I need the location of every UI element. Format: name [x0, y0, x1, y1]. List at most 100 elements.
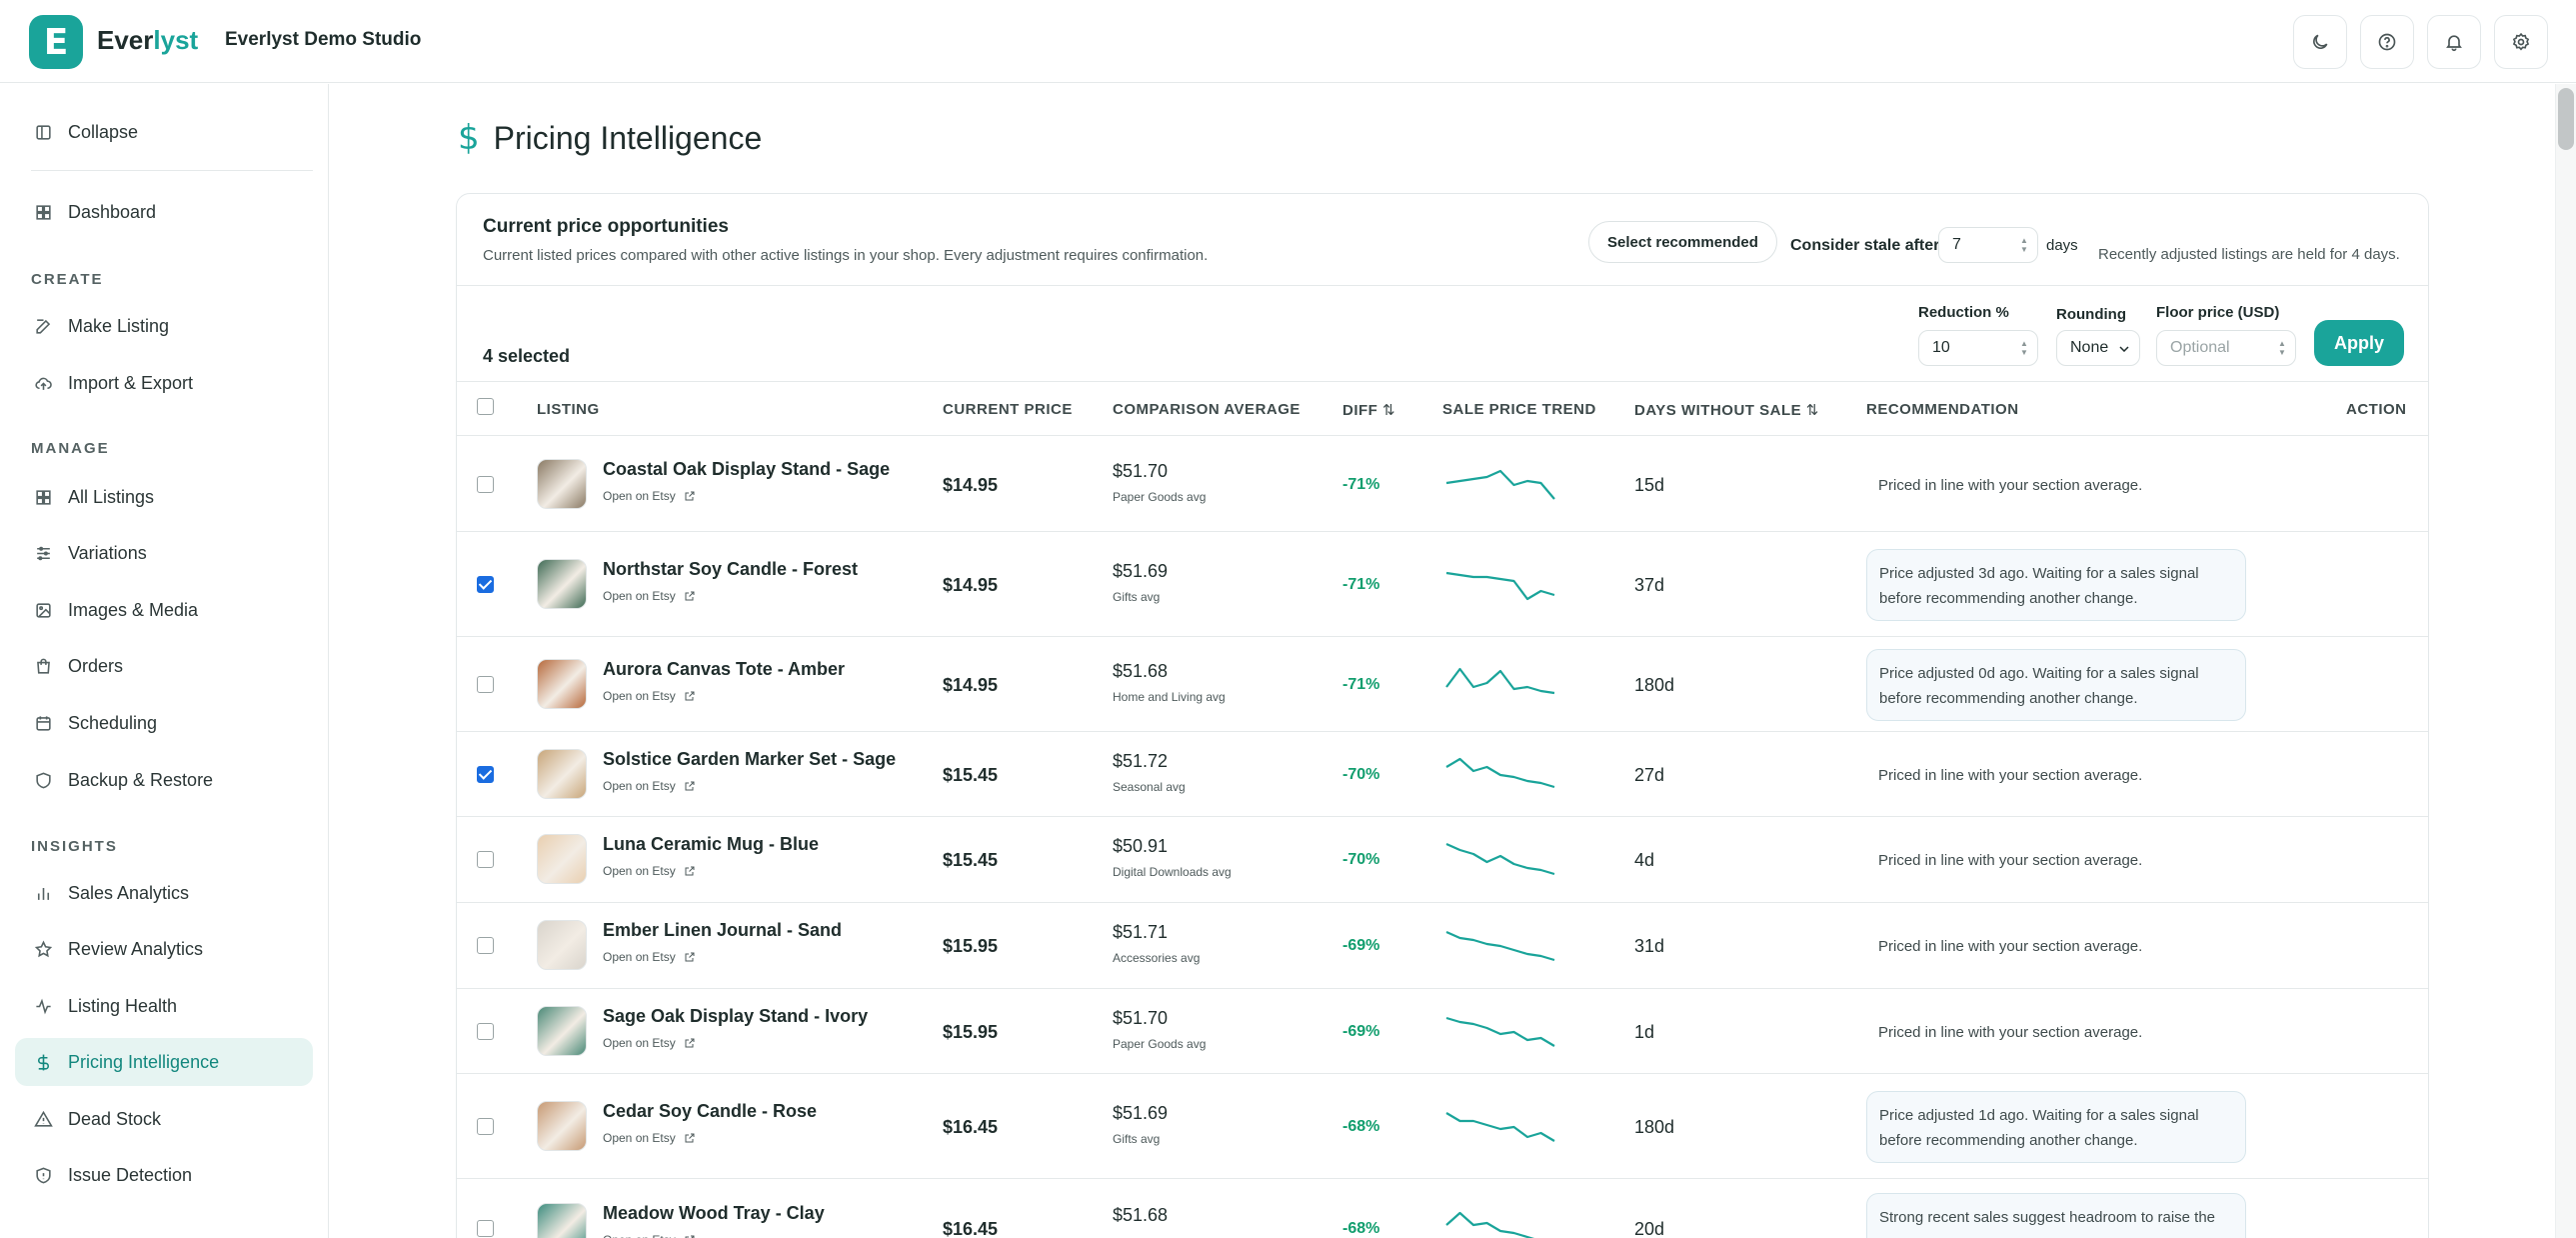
bar-chart-icon [37, 887, 50, 900]
listing-thumbnail[interactable] [537, 748, 587, 799]
sidebar-item-listing-health[interactable]: Listing Health [15, 982, 313, 1030]
open-on-etsy-link[interactable]: Open on Etsy [603, 689, 696, 703]
open-on-etsy-link[interactable]: Open on Etsy [603, 589, 696, 603]
current-price: $15.45 [943, 850, 999, 870]
sidebar-item-make-listing[interactable]: Make Listing [15, 302, 313, 350]
listing-thumbnail[interactable] [537, 1100, 587, 1151]
listing-thumbnail[interactable] [537, 834, 587, 884]
listing-thumbnail[interactable] [537, 458, 587, 509]
listing-name[interactable]: Ember Linen Journal - Sand [603, 920, 843, 940]
sidebar-item-import-export[interactable]: Import & Export [15, 359, 313, 407]
open-on-etsy-link[interactable]: Open on Etsy [603, 950, 696, 964]
page-title: $ Pricing Intelligence [458, 118, 762, 158]
table-row[interactable]: Meadow Wood Tray - Clay Open on Etsy $16.4… [457, 1179, 2428, 1238]
sparkline-path [1445, 842, 1555, 876]
listing-name[interactable]: Sage Oak Display Stand - Ivory [603, 1005, 869, 1026]
column-comparison-average[interactable]: COMPARISON AVERAGE [1113, 401, 1300, 418]
open-on-etsy-link[interactable]: Open on Etsy [603, 1131, 696, 1145]
edit-icon [36, 318, 51, 334]
stepper-icon[interactable]: ▲ ▼ [2020, 339, 2028, 357]
table-row[interactable]: Ember Linen Journal - Sand Open on Etsy $1… [457, 903, 2428, 989]
scrollbar-thumb[interactable] [2558, 88, 2574, 150]
listing-name[interactable]: Meadow Wood Tray - Clay [603, 1203, 825, 1223]
price-diff: -71% [1342, 675, 1380, 693]
sort-icon[interactable]: ⇅ [1805, 402, 1819, 419]
notifications-button[interactable] [2427, 15, 2481, 69]
listing-name[interactable]: Northstar Soy Candle - Forest [603, 558, 859, 579]
listing-thumbnail[interactable] [537, 920, 587, 970]
sidebar-item-dashboard[interactable]: Dashboard [15, 188, 313, 236]
sidebar-item-all-listings[interactable]: All Listings [15, 473, 313, 521]
listing-thumbnail[interactable] [537, 1203, 587, 1238]
row-checkbox[interactable] [477, 851, 494, 868]
sidebar-item-sales-analytics[interactable]: Sales Analytics [15, 869, 313, 917]
column-days-without-sale[interactable]: DAYS WITHOUT SALE ⇅ [1634, 401, 1819, 419]
reduction-input[interactable]: 10 ▲ ▼ [1918, 330, 2038, 366]
open-on-etsy-label: Open on Etsy [603, 488, 676, 503]
sparkline-path [1445, 1111, 1555, 1142]
sale-price-sparkline [1445, 571, 1555, 600]
table-row[interactable]: Cedar Soy Candle - Rose Open on Etsy $16.4… [457, 1074, 2428, 1179]
select-all-checkbox[interactable] [477, 398, 494, 415]
table-row[interactable]: Solstice Garden Marker Set - Sage Open on… [457, 732, 2428, 817]
row-checkbox[interactable] [477, 1117, 494, 1135]
listing-thumbnail[interactable] [537, 1005, 587, 1056]
row-checkbox[interactable] [477, 575, 494, 593]
stepper-icon[interactable]: ▲ ▼ [2278, 339, 2286, 357]
sidebar-item-review-analytics[interactable]: Review Analytics [15, 925, 313, 973]
sidebar-item-images-media[interactable]: Images & Media [15, 586, 313, 634]
row-checkbox[interactable] [477, 1022, 494, 1040]
open-on-etsy-link[interactable]: Open on Etsy [603, 1036, 696, 1050]
open-on-etsy-link[interactable]: Open on Etsy [603, 489, 696, 503]
stale-days-input[interactable]: 7 ▲ ▼ [1938, 227, 2038, 263]
column-listing[interactable]: LISTING [537, 401, 600, 418]
floor-price-input[interactable]: Optional ▲ ▼ [2156, 330, 2296, 366]
theme-toggle-button[interactable] [2293, 15, 2347, 69]
sidebar-item-dead-stock[interactable]: Dead Stock [15, 1095, 313, 1143]
sale-price-sparkline [1445, 1211, 1535, 1238]
table-row[interactable]: Aurora Canvas Tote - Amber Open on Etsy $1… [457, 637, 2428, 732]
collapse-button[interactable]: Collapse [15, 108, 313, 156]
row-checkbox[interactable] [477, 765, 494, 783]
listing-name[interactable]: Aurora Canvas Tote - Amber [603, 658, 846, 679]
settings-button[interactable] [2494, 15, 2548, 69]
days-without-sale: 27d [1634, 764, 1665, 785]
help-button[interactable] [2360, 15, 2414, 69]
sidebar-item-backup-restore[interactable]: Backup & Restore [15, 756, 313, 804]
table-row[interactable]: Sage Oak Display Stand - Ivory Open on Et… [457, 989, 2428, 1074]
sidebar-item-scheduling[interactable]: Scheduling [15, 699, 313, 747]
open-on-etsy-link[interactable]: Open on Etsy [603, 1233, 696, 1238]
apply-button[interactable]: Apply [2314, 320, 2404, 366]
listing-thumbnail[interactable] [537, 558, 587, 609]
sidebar-item-pricing-intelligence[interactable]: Pricing Intelligence [15, 1038, 313, 1086]
open-on-etsy-link[interactable]: Open on Etsy [603, 864, 696, 878]
row-checkbox[interactable] [477, 1220, 494, 1237]
open-on-etsy-link[interactable]: Open on Etsy [603, 779, 696, 793]
sort-icon[interactable]: ⇅ [1382, 402, 1396, 419]
sidebar-item-issue-detection[interactable]: Issue Detection [15, 1151, 313, 1199]
row-checkbox[interactable] [477, 475, 494, 493]
sidebar-item-label: Issue Detection [68, 1164, 193, 1185]
listing-name[interactable]: Solstice Garden Marker Set - Sage [603, 748, 897, 769]
column-diff[interactable]: DIFF ⇅ [1342, 401, 1395, 419]
sidebar-section-insights: INSIGHTS [31, 838, 118, 855]
listing-name[interactable]: Coastal Oak Display Stand - Sage [603, 458, 891, 479]
sidebar-item-variations[interactable]: Variations [15, 529, 313, 577]
scrollbar-track[interactable] [2555, 84, 2576, 1238]
bulk-toolbar: 4 selected Reduction % 10 ▲ ▼ Rounding No… [457, 286, 2428, 382]
table-row[interactable]: Northstar Soy Candle - Forest Open on Ets… [457, 532, 2428, 637]
column-current-price[interactable]: CURRENT PRICE [943, 401, 1073, 418]
select-recommended-button[interactable]: Select recommended [1588, 221, 1777, 263]
table-row[interactable]: Coastal Oak Display Stand - Sage Open on … [457, 437, 2428, 532]
listing-name[interactable]: Luna Ceramic Mug - Blue [603, 834, 820, 854]
table-row[interactable]: Luna Ceramic Mug - Blue Open on Etsy $15.4… [457, 817, 2428, 903]
current-price: $15.95 [943, 936, 999, 956]
stepper-icon[interactable]: ▲ ▼ [2020, 236, 2028, 254]
listing-thumbnail[interactable] [537, 658, 587, 709]
row-checkbox[interactable] [477, 937, 494, 954]
rounding-select[interactable]: None [2056, 330, 2140, 366]
row-checkbox[interactable] [477, 675, 494, 693]
sidebar-item-orders[interactable]: Orders [15, 642, 313, 690]
listing-name[interactable]: Cedar Soy Candle - Rose [603, 1100, 818, 1121]
brand-logo-icon[interactable]: E [29, 15, 83, 69]
